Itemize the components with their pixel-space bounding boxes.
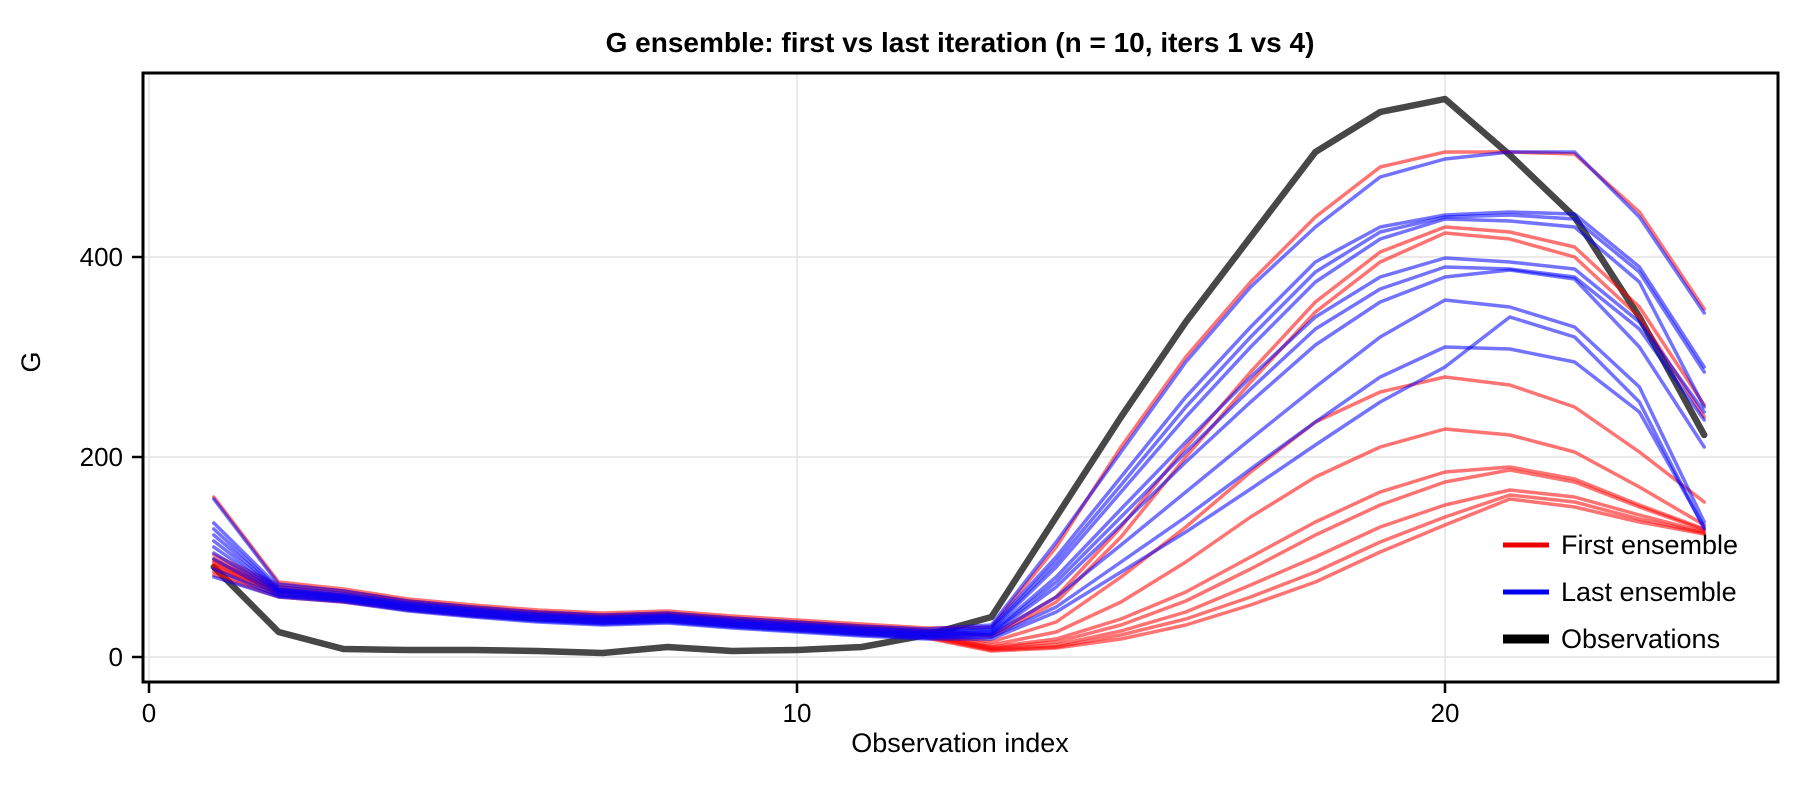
legend-label-last: Last ensemble [1561, 577, 1737, 607]
legend-label-first: First ensemble [1561, 530, 1738, 560]
x-axis-label: Observation index [851, 728, 1069, 758]
y-tick-label: 400 [80, 242, 123, 272]
x-tick-label: 10 [783, 698, 812, 728]
series-line-last-member-6 [212, 265, 1706, 637]
legend-item-observations: Observations [1503, 624, 1720, 654]
legend: First ensemble Last ensemble Observation… [1503, 530, 1738, 654]
series-line-last-member-7 [212, 268, 1706, 638]
legend-item-last: Last ensemble [1503, 577, 1737, 607]
y-tick-label: 0 [109, 642, 123, 672]
panel-border [141, 71, 1780, 684]
legend-item-first: First ensemble [1503, 530, 1738, 560]
gridlines [143, 73, 1778, 682]
y-axis-label: G [16, 351, 46, 372]
series-lines [210, 95, 1708, 657]
series-line-first-member-1 [212, 150, 1706, 630]
y-tick-label: 200 [80, 442, 123, 472]
axis-ticks [132, 255, 1447, 693]
series-line-last-member-4 [212, 217, 1706, 635]
x-tick-label: 20 [1431, 698, 1460, 728]
series-line-last-member-3 [212, 213, 1706, 634]
series-line-last-member-5 [212, 256, 1706, 636]
x-tick-label: 0 [142, 698, 156, 728]
series-line-last-member-9 [212, 345, 1706, 640]
legend-label-observations: Observations [1561, 624, 1720, 654]
series-line-last-member-10 [212, 315, 1706, 641]
series-line-first-member-6 [212, 465, 1706, 649]
chart-title: G ensemble: first vs last iteration (n =… [606, 27, 1315, 58]
series-line-last-member-1 [212, 150, 1706, 631]
series-line-observations [210, 95, 1708, 657]
series-line-first-member-3 [212, 231, 1706, 639]
